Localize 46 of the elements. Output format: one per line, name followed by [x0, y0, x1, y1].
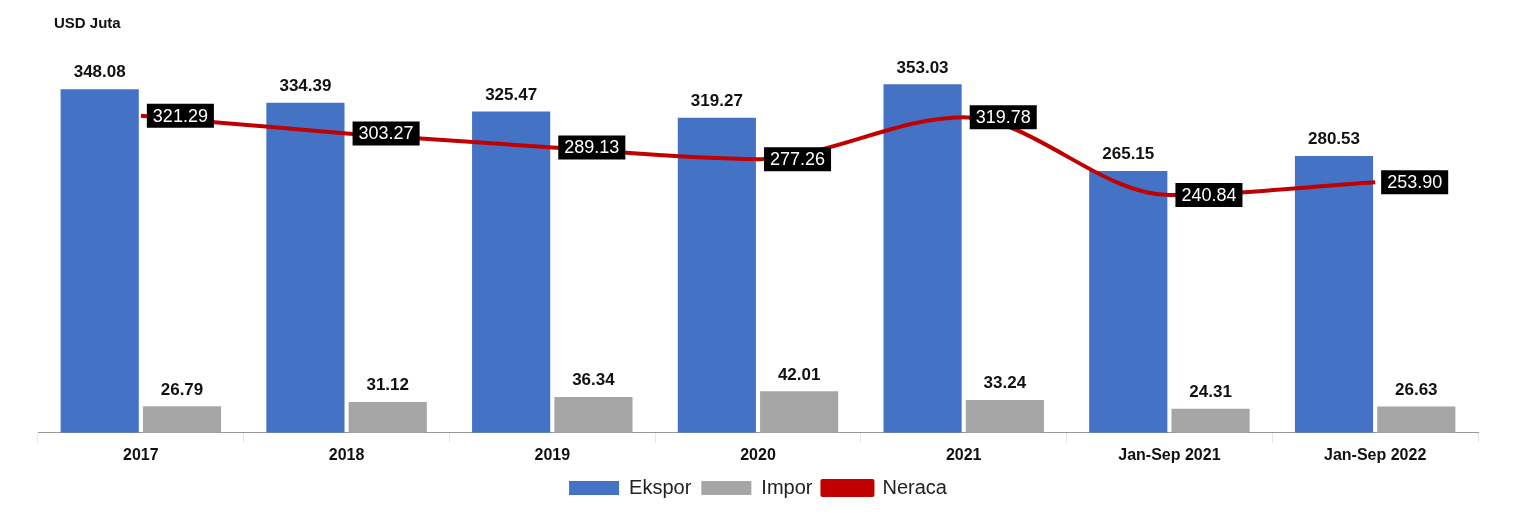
data-label: 325.47 — [485, 84, 538, 104]
data-label: 289.13 — [564, 137, 620, 158]
data-label: 353.03 — [896, 57, 949, 77]
bar — [1294, 155, 1374, 433]
bar — [883, 84, 962, 433]
data-label: 253.90 — [1387, 172, 1443, 193]
bar — [348, 402, 427, 433]
data-label: 31.12 — [366, 375, 409, 395]
legend-label: Impor — [761, 475, 813, 498]
bar — [677, 117, 756, 433]
bar — [142, 406, 222, 433]
bar — [266, 102, 345, 433]
x-tick-label: Jan-Sep 2021 — [1118, 445, 1221, 463]
data-label: 321.29 — [152, 105, 208, 126]
x-tick-label: 2019 — [534, 445, 571, 463]
bar — [965, 399, 1044, 433]
x-tick-label: 2018 — [328, 445, 365, 463]
bar — [1377, 406, 1456, 433]
y-axis-title: USD Juta — [54, 13, 122, 31]
data-label: 24.31 — [1189, 381, 1232, 401]
x-tick-label: 2017 — [123, 445, 159, 463]
data-label: 348.08 — [73, 62, 126, 82]
data-label: 265.15 — [1102, 144, 1155, 164]
data-label: 33.24 — [983, 373, 1027, 393]
bar — [472, 111, 551, 433]
x-tick-label: 2020 — [740, 445, 776, 463]
data-label: 319.78 — [975, 107, 1031, 128]
x-tick-label: Jan-Sep 2022 — [1324, 445, 1427, 463]
bar — [60, 89, 139, 433]
x-tick-label: 2021 — [945, 445, 982, 463]
data-label: 26.63 — [1395, 379, 1438, 399]
bar — [1089, 171, 1168, 433]
data-label: 240.84 — [1181, 185, 1237, 206]
data-label: 319.27 — [690, 90, 743, 110]
legend-label: Neraca — [882, 475, 948, 498]
data-label: 26.79 — [160, 379, 204, 399]
data-label: 280.53 — [1308, 129, 1360, 149]
data-label: 277.26 — [770, 149, 826, 170]
data-label: 42.01 — [777, 364, 821, 384]
data-label: 36.34 — [572, 370, 616, 390]
bar — [554, 396, 633, 433]
data-label: 303.27 — [358, 123, 414, 144]
data-label: 334.39 — [279, 75, 332, 95]
bar — [1171, 408, 1250, 433]
legend-label: Ekspor — [629, 475, 692, 498]
bar — [760, 391, 839, 433]
